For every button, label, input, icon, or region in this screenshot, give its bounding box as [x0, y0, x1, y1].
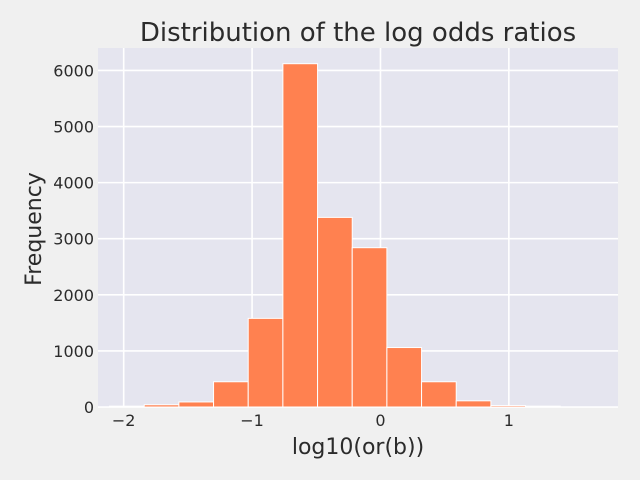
histogram-bar [317, 216, 353, 408]
y-tick-label: 2000 [53, 286, 94, 305]
x-tick-label: 1 [504, 411, 514, 430]
histogram-bar [351, 247, 388, 408]
histogram-bar [525, 405, 561, 408]
y-tick-label: 1000 [53, 342, 94, 361]
y-tick-label: 6000 [53, 61, 94, 80]
y-axis-ticks: 0 1000 2000 3000 4000 5000 6000 [53, 61, 94, 417]
histogram-bar [490, 405, 527, 408]
histogram-bar [143, 404, 180, 408]
x-tick-label: 0 [375, 411, 385, 430]
histogram-bar [247, 317, 284, 408]
y-tick-label: 4000 [53, 174, 94, 193]
y-tick-label: 5000 [53, 118, 94, 137]
x-axis-ticks: −2 −1 0 1 [112, 411, 514, 430]
chart-title: Distribution of the log odds ratios [140, 18, 576, 48]
histogram-bar [386, 347, 423, 408]
x-axis-label: log10(or(b)) [292, 435, 424, 460]
x-tick-label: −2 [112, 411, 136, 430]
histogram-bar [282, 63, 319, 408]
histogram-bar [421, 381, 457, 408]
y-axis-label: Frequency [22, 172, 47, 286]
histogram-bar [109, 405, 145, 408]
x-tick-label: −1 [240, 411, 264, 430]
y-tick-label: 3000 [53, 230, 94, 249]
histogram-bar [178, 401, 215, 408]
histogram-bar [213, 381, 249, 408]
grid [98, 48, 618, 408]
bars [109, 63, 561, 408]
histogram-bar [455, 400, 492, 408]
y-tick-label: 0 [84, 398, 94, 417]
